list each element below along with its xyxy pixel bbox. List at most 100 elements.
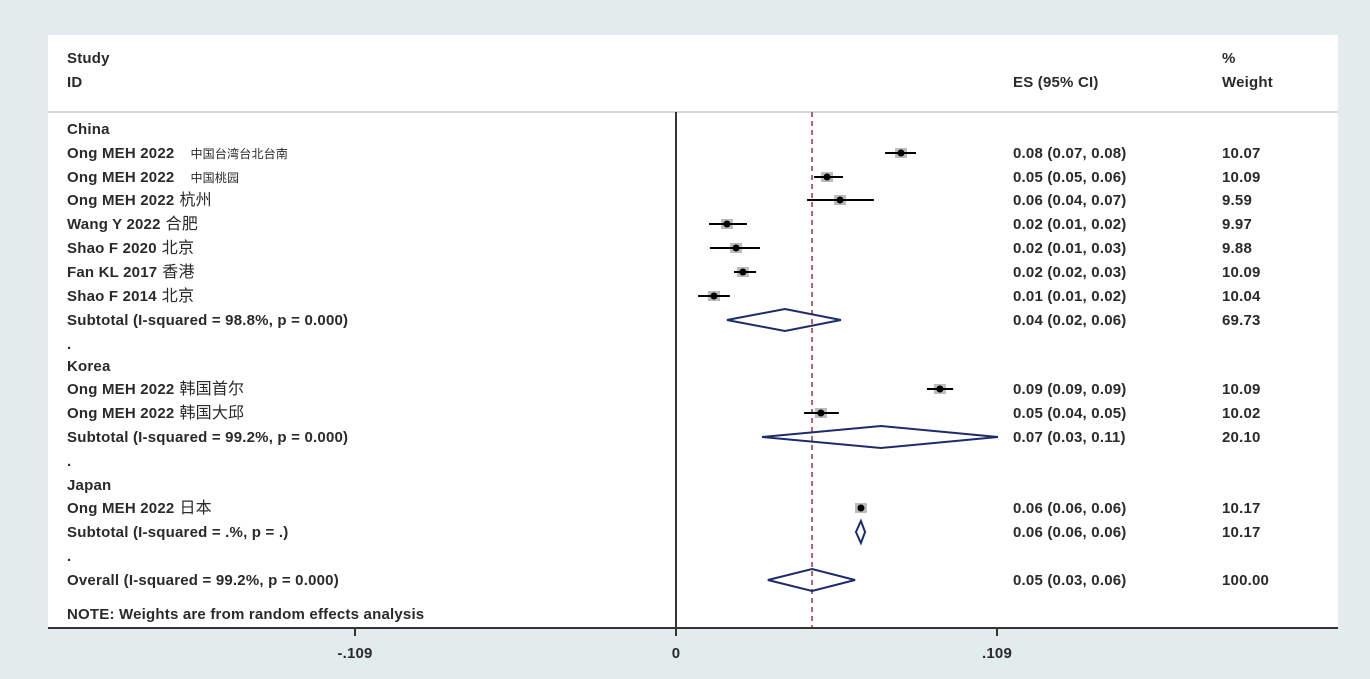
study-row: Ong MEH 2022 韩国大邱 0.05 (0.04, 0.05) 10.02 <box>67 403 1261 422</box>
row-region: 韩国大邱 <box>179 403 244 422</box>
row-region: 日本 <box>179 498 211 517</box>
group-row: China <box>67 121 110 138</box>
study-row: Ong MEH 2022 韩国首尔 0.09 (0.09, 0.09) 10.09 <box>67 379 1261 398</box>
row-label: Ong MEH 2022 中国桃园 <box>67 169 239 186</box>
dot-row: . <box>67 336 71 353</box>
row-weight: 9.97 <box>1222 216 1252 233</box>
header-es: ES (95% CI) <box>1013 74 1099 91</box>
subtotal-row: Subtotal (I-squared = .%, p = .) 0.06 (0.… <box>67 518 1261 546</box>
row-label: Ong MEH 2022 杭州 <box>67 190 212 209</box>
row-es-ci: 0.08 (0.07, 0.08) <box>1013 145 1126 162</box>
subtotal-row: Subtotal (I-squared = 99.2%, p = 0.000) 0… <box>67 424 1261 450</box>
row-weight: 10.04 <box>1222 288 1261 305</box>
row-weight: 9.59 <box>1222 192 1252 209</box>
point-estimate <box>936 385 944 393</box>
header-pct: % <box>1222 50 1236 67</box>
study-row: Fan KL 2017 香港 0.02 (0.02, 0.03) 10.09 <box>67 262 1260 281</box>
row-label: . <box>67 336 71 353</box>
subtotal-diamond <box>726 307 842 333</box>
row-label: Subtotal (I-squared = 99.2%, p = 0.000) <box>67 429 348 446</box>
dot-row: . <box>67 548 71 565</box>
row-region: 中国台湾台北台南 <box>190 146 288 161</box>
row-label: Subtotal (I-squared = 98.8%, p = 0.000) <box>67 312 348 329</box>
row-label: Subtotal (I-squared = .%, p = .) <box>67 524 288 541</box>
row-label: China <box>67 121 110 138</box>
x-tick-label: 0 <box>672 645 681 662</box>
study-row: Ong MEH 2022 杭州 0.06 (0.04, 0.07) 9.59 <box>67 190 1252 209</box>
row-weight: 10.17 <box>1222 524 1261 541</box>
row-weight: 10.07 <box>1222 145 1261 162</box>
row-weight: 10.17 <box>1222 500 1261 517</box>
point-estimate <box>857 504 865 512</box>
row-weight: 9.88 <box>1222 240 1252 257</box>
row-label: Wang Y 2022 合肥 <box>67 214 198 233</box>
point-estimate <box>739 268 747 276</box>
row-region: 北京 <box>162 238 194 257</box>
row-label: Fan KL 2017 香港 <box>67 262 195 281</box>
row-weight: 10.09 <box>1222 169 1261 186</box>
row-es-ci: 0.07 (0.03, 0.11) <box>1013 429 1126 446</box>
row-label: . <box>67 453 71 470</box>
row-label: Overall (I-squared = 99.2%, p = 0.000) <box>67 572 339 589</box>
point-estimate <box>732 244 740 252</box>
study-row: Wang Y 2022 合肥 0.02 (0.01, 0.02) 9.97 <box>67 214 1252 233</box>
row-es-ci: 0.06 (0.04, 0.07) <box>1013 192 1126 209</box>
row-weight: 10.02 <box>1222 405 1261 422</box>
subtotal-row: Subtotal (I-squared = 98.8%, p = 0.000) 0… <box>67 307 1261 333</box>
row-label: Shao F 2020 北京 <box>67 238 194 257</box>
row-weight: 10.09 <box>1222 381 1261 398</box>
row-label: Ong MEH 2022 中国台湾台北台南 <box>67 145 288 162</box>
header-study: Study <box>67 50 110 67</box>
row-es-ci: 0.02 (0.02, 0.03) <box>1013 264 1126 281</box>
header-id: ID <box>67 74 82 91</box>
note-text: NOTE: Weights are from random effects an… <box>67 606 424 623</box>
row-es-ci: 0.05 (0.05, 0.06) <box>1013 169 1126 186</box>
row-region: 中国桃园 <box>190 170 239 185</box>
row-label: Japan <box>67 477 111 494</box>
point-estimate <box>897 149 905 157</box>
group-row: Korea <box>67 358 111 375</box>
row-es-ci: 0.01 (0.01, 0.02) <box>1013 288 1126 305</box>
group-row: Japan <box>67 477 111 494</box>
subtotal-diamond <box>761 424 998 450</box>
study-row: Shao F 2014 北京 0.01 (0.01, 0.02) 10.04 <box>67 286 1261 305</box>
row-weight: 20.10 <box>1222 429 1261 446</box>
study-row: Shao F 2020 北京 0.02 (0.01, 0.03) 9.88 <box>67 238 1252 257</box>
row-region: 北京 <box>162 286 194 305</box>
row-label: Korea <box>67 358 111 375</box>
row-label: Ong MEH 2022 韩国大邱 <box>67 403 244 422</box>
overall-row: Overall (I-squared = 99.2%, p = 0.000) 0.… <box>67 567 1269 593</box>
row-es-ci: 0.09 (0.09, 0.09) <box>1013 381 1126 398</box>
row-label: Ong MEH 2022 日本 <box>67 498 212 517</box>
dot-row: . <box>67 453 71 470</box>
row-es-ci: 0.06 (0.06, 0.06) <box>1013 500 1126 517</box>
row-region: 香港 <box>162 262 194 281</box>
header-weight: Weight <box>1222 74 1273 91</box>
point-estimate <box>723 220 731 228</box>
study-row: Ong MEH 2022 中国桃园 0.05 (0.05, 0.06) 10.09 <box>67 169 1261 186</box>
x-tick-label: .109 <box>982 645 1012 662</box>
study-row: Ong MEH 2022 中国台湾台北台南 0.08 (0.07, 0.08) 10.… <box>67 145 1261 162</box>
overall-diamond <box>767 567 856 593</box>
subtotal-diamond <box>854 518 867 546</box>
x-tick-label: -.109 <box>337 645 372 662</box>
row-es-ci: 0.05 (0.04, 0.05) <box>1013 405 1126 422</box>
row-region: 韩国首尔 <box>179 379 244 398</box>
point-estimate <box>836 196 844 204</box>
row-label: . <box>67 548 71 565</box>
row-es-ci: 0.02 (0.01, 0.03) <box>1013 240 1126 257</box>
point-estimate <box>823 173 831 181</box>
point-estimate <box>817 409 825 417</box>
row-label: Ong MEH 2022 韩国首尔 <box>67 379 244 398</box>
row-es-ci: 0.06 (0.06, 0.06) <box>1013 524 1126 541</box>
row-es-ci: 0.04 (0.02, 0.06) <box>1013 312 1126 329</box>
row-es-ci: 0.02 (0.01, 0.02) <box>1013 216 1126 233</box>
row-region: 合肥 <box>166 214 198 233</box>
study-row: Ong MEH 2022 日本 0.06 (0.06, 0.06) 10.17 <box>67 498 1261 517</box>
row-weight: 100.00 <box>1222 572 1269 589</box>
point-estimate <box>710 292 718 300</box>
row-weight: 69.73 <box>1222 312 1261 329</box>
row-region: 杭州 <box>179 190 211 209</box>
forest-plot-panel <box>48 35 1338 628</box>
